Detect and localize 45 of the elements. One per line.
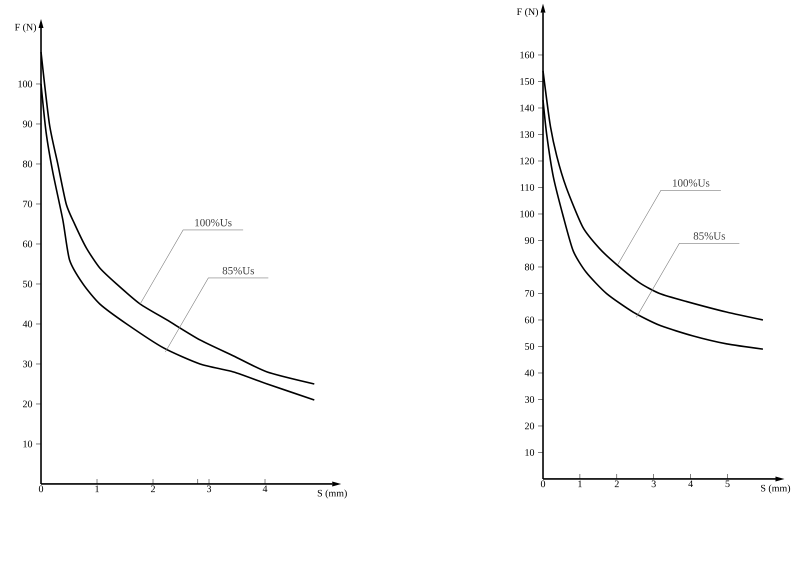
x-tick-label: 4 [688,480,693,488]
y-tick-label: 90 [524,237,534,244]
y-tick-label: 20 [524,422,534,430]
y-tick-label: 140 [520,104,534,112]
y-tick-label: 40 [22,320,32,328]
y-tick-label: 50 [525,343,534,350]
annotation: 100%Us [195,218,232,226]
y-tick-label: 160 [520,52,534,58]
y-tick-label: 80 [22,160,32,168]
x-tick-label: 3 [207,486,212,492]
y-tick-label: 150 [520,78,534,85]
y-tick-label: 30 [525,396,534,403]
y-tick-label: 40 [524,370,534,376]
y-tick-label: 60 [524,316,534,324]
y-tick-label: 70 [23,200,32,208]
x-tick-label: 2 [614,480,619,488]
x-tick-label: 4 [262,486,268,492]
x-axis-title: S (mm) [318,489,347,499]
y-tick-label: 60 [22,240,32,248]
x-tick-label: 1 [578,480,582,488]
y-axis-title: F (N) [14,23,36,33]
x-axis-title: S (mm) [761,484,790,494]
x-tick-label: 2 [150,486,155,492]
x-tick-label: 5 [726,480,730,488]
y-tick-label: 80 [524,264,534,270]
x-tick-label: 1 [95,486,99,492]
y-tick-label: 90 [22,120,32,128]
y-tick-label: 130 [520,131,534,138]
annotation: 100%Us [673,179,710,187]
y-tick-label: 10 [23,440,32,448]
y-tick-label: 30 [23,360,32,368]
annotation: 85%Us [694,232,726,240]
x-tick-label: 0 [540,480,546,488]
y-tick-label: 20 [22,400,32,408]
y-tick-label: 120 [520,158,534,164]
y-tick-label: 100 [18,80,32,88]
x-tick-label: 3 [652,480,656,488]
y-tick-label: 70 [525,290,534,297]
y-tick-label: 110 [520,184,534,191]
y-axis-title: F (N) [516,8,538,18]
y-tick-label: 100 [520,210,534,218]
y-tick-label: 10 [525,449,534,456]
annotation: 85%Us [222,266,254,274]
y-tick-label: 50 [23,280,32,288]
x-tick-label: 0 [38,486,44,492]
